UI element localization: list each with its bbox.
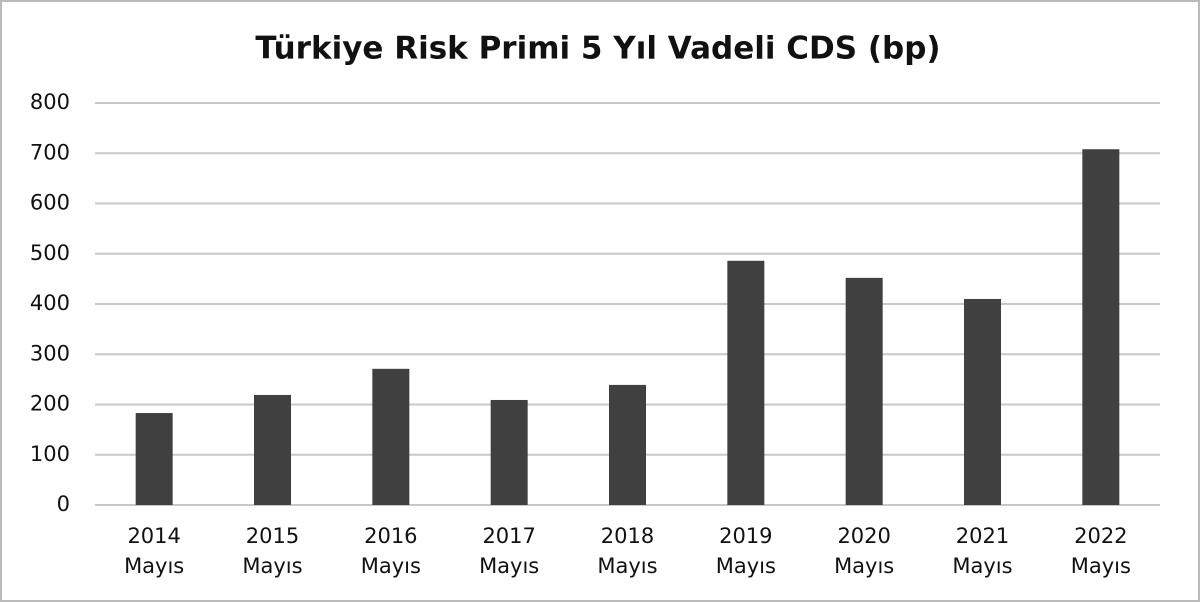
bar	[490, 399, 528, 505]
x-tick-label-line: 2015	[246, 524, 299, 548]
bar	[135, 413, 173, 505]
x-tick-label: 2019 Mayıs	[716, 524, 776, 578]
x-tick-label-line: Mayıs	[361, 554, 421, 578]
x-tick-label-line: 2016	[364, 524, 417, 548]
x-tick-label: 2016 Mayıs	[361, 524, 421, 578]
bar	[609, 384, 646, 505]
x-tick-label-line: 2020	[837, 524, 890, 548]
chart-title: Türkiye Risk Primi 5 Yıl Vadeli CDS (bp)	[255, 31, 940, 67]
y-tick-label: 0	[57, 492, 70, 516]
x-tick-label: 2017 Mayıs	[479, 524, 539, 578]
bar	[727, 260, 765, 505]
x-tick-label: 2022 Mayıs	[1071, 524, 1131, 578]
y-tick-label: 200	[30, 392, 70, 416]
y-tick-label: 500	[30, 241, 70, 265]
y-tick-label: 600	[30, 191, 70, 215]
x-tick-label-line: Mayıs	[716, 554, 776, 578]
x-tick-label-line: Mayıs	[242, 554, 302, 578]
y-tick-label: 700	[30, 140, 70, 164]
x-tick-label: 2015 Mayıs	[242, 524, 302, 578]
x-tick-label: 2021 Mayıs	[952, 524, 1012, 578]
y-tick-label: 100	[30, 442, 70, 466]
x-tick-label: 2014 Mayıs	[124, 524, 184, 578]
x-tick-label-line: 2022	[1074, 524, 1127, 548]
x-tick-label: 2018 Mayıs	[597, 524, 657, 578]
y-tick-label: 300	[30, 341, 70, 365]
x-tick-label-line: Mayıs	[834, 554, 894, 578]
x-tick-label-line: 2018	[601, 524, 654, 548]
x-tick-label-line: 2021	[956, 524, 1009, 548]
x-tick-label-line: 2019	[719, 524, 772, 548]
bar	[964, 298, 1001, 505]
bar	[845, 277, 883, 505]
x-tick-label-line: 2014	[127, 524, 180, 548]
x-tick-label-line: Mayıs	[952, 554, 1012, 578]
y-tick-label: 800	[30, 90, 70, 114]
x-tick-label-line: Mayıs	[597, 554, 657, 578]
x-tick-label-line: Mayıs	[124, 554, 184, 578]
x-tick-label-line: Mayıs	[1071, 554, 1131, 578]
x-tick-label-line: Mayıs	[479, 554, 539, 578]
bar	[372, 368, 410, 505]
bar	[254, 394, 291, 505]
bar	[1082, 149, 1120, 506]
y-tick-label: 400	[30, 291, 70, 315]
x-tick-label-line: 2017	[482, 524, 535, 548]
x-tick-label: 2020 Mayıs	[834, 524, 894, 578]
